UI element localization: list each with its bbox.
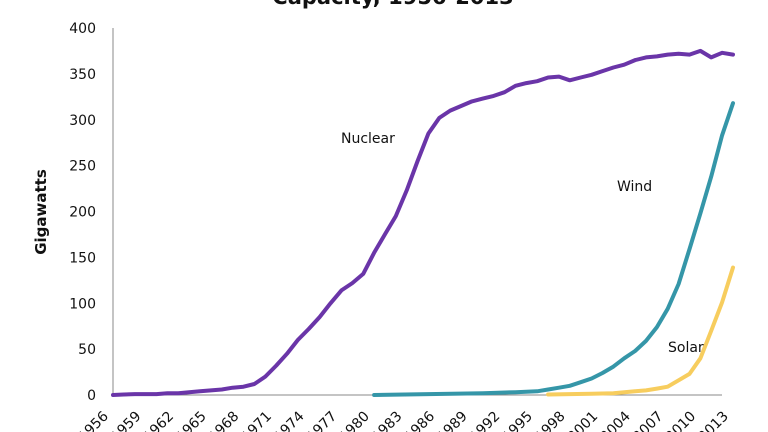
x-tick-label: 1983 [369, 409, 406, 432]
chart-title: Capacity, 1956-2013 [0, 0, 768, 9]
y-tick-label: 100 [69, 296, 96, 312]
x-tick-label: 2013 [695, 409, 732, 432]
series-label-wind: Wind [617, 179, 652, 195]
x-tick-label: 1989 [434, 409, 471, 432]
x-tick-label: 1965 [173, 409, 210, 432]
x-tick-label: 1992 [467, 409, 504, 432]
y-tick-label: 200 [69, 205, 96, 221]
x-tick-label: 1977 [304, 409, 341, 432]
series-line-nuclear [111, 48, 735, 397]
y-tick-label: 150 [69, 250, 96, 266]
x-tick-label: 1998 [532, 409, 569, 432]
x-tick-label: 1962 [141, 409, 178, 432]
x-tick-label: 1971 [238, 409, 275, 432]
series-line-solar [546, 265, 735, 397]
y-tick-label: 0 [87, 388, 96, 404]
x-tick-label: 1995 [500, 409, 537, 432]
x-tick-label: 1974 [271, 408, 308, 432]
y-tick-label: 50 [78, 342, 96, 358]
x-tick-label: 2001 [565, 409, 602, 432]
y-tick-label: 400 [69, 21, 96, 37]
x-tick-label: 1959 [108, 409, 145, 432]
y-tick-label: 250 [69, 159, 96, 175]
x-tick-label: 1980 [336, 409, 373, 432]
y-axis-label: Gigawatts [32, 169, 50, 255]
x-tick-label: 1968 [206, 409, 243, 432]
x-tick-label: 2010 [663, 409, 700, 432]
x-tick-label: 1956 [75, 408, 112, 432]
series-label-nuclear: Nuclear [341, 131, 395, 147]
series-line-wind [372, 101, 735, 397]
series-label-solar: Solar [668, 340, 704, 356]
x-tick-label: 1986 [402, 408, 439, 432]
x-tick-label: 2004 [597, 408, 634, 432]
x-tick-label: 2007 [630, 409, 667, 432]
y-tick-label: 300 [69, 113, 96, 129]
y-tick-label: 350 [69, 67, 96, 83]
